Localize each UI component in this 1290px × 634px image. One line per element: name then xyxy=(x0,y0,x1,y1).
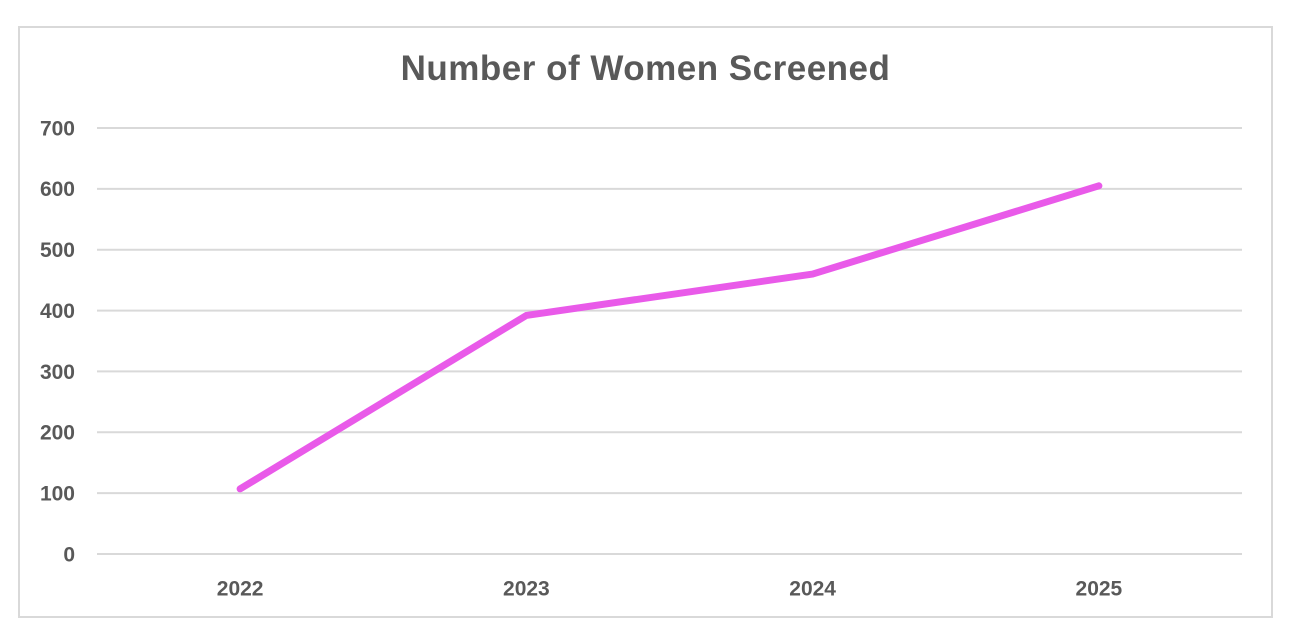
x-axis-tick-label: 2022 xyxy=(217,577,264,600)
chart-card xyxy=(18,26,1273,618)
y-axis-tick-label: 700 xyxy=(40,117,75,140)
y-axis-tick-label: 600 xyxy=(40,178,75,201)
x-axis-tick-label: 2025 xyxy=(1076,577,1123,600)
y-axis-tick-label: 200 xyxy=(40,422,75,445)
y-axis-tick-label: 0 xyxy=(63,543,75,566)
y-axis-tick-label: 500 xyxy=(40,239,75,262)
chart-title: Number of Women Screened xyxy=(400,49,891,88)
series-line xyxy=(236,182,1103,493)
y-axis-tick-label: 400 xyxy=(40,300,75,323)
y-axis-tick-label: 300 xyxy=(40,361,75,384)
x-axis-tick-label: 2024 xyxy=(789,577,836,600)
y-axis-tick-label: 100 xyxy=(40,482,75,505)
x-axis-tick-label: 2023 xyxy=(503,577,550,600)
